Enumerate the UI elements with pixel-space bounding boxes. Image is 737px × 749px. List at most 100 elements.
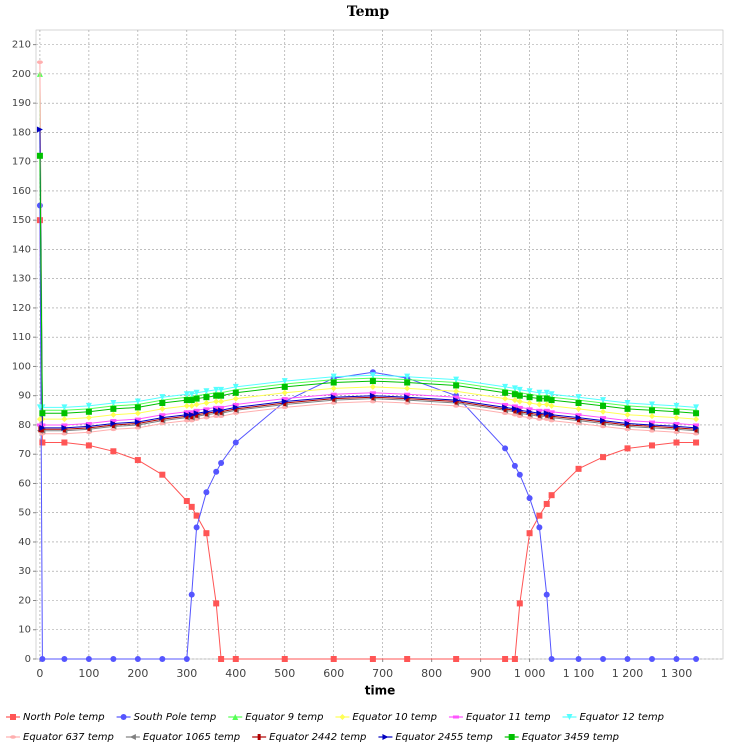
- marker: [61, 656, 68, 662]
- series: [36, 383, 700, 423]
- marker: [673, 421, 680, 425]
- marker: [693, 410, 700, 417]
- marker: [548, 397, 555, 404]
- series: [36, 152, 700, 417]
- marker: [511, 385, 518, 392]
- marker: [218, 386, 225, 393]
- marker: [624, 400, 631, 407]
- marker: [502, 656, 509, 662]
- marker: [624, 445, 631, 452]
- marker: [213, 407, 220, 414]
- marker: [218, 459, 225, 466]
- marker: [110, 411, 117, 418]
- marker: [39, 656, 46, 662]
- marker: [502, 389, 509, 396]
- legend-item: Equator 2442 temp: [252, 732, 366, 743]
- marker: [183, 397, 190, 404]
- marker: [600, 417, 607, 424]
- series: [36, 126, 700, 431]
- marker: [648, 413, 655, 420]
- marker: [85, 408, 92, 415]
- marker: [516, 600, 523, 607]
- marker: [673, 408, 680, 415]
- marker: [575, 394, 582, 401]
- marker: [526, 530, 533, 537]
- marker: [183, 410, 190, 414]
- series-line: [39, 398, 697, 432]
- marker: [159, 471, 166, 478]
- legend-text: North Pole temp: [23, 712, 105, 723]
- legend-marker: [10, 714, 16, 720]
- y-tick-label: 90: [18, 391, 31, 402]
- marker: [369, 391, 376, 395]
- marker: [516, 405, 523, 409]
- legend-marker: [566, 714, 573, 720]
- x-tick-label: 400: [225, 667, 246, 680]
- marker: [404, 656, 411, 662]
- marker: [516, 398, 523, 405]
- marker: [39, 439, 46, 446]
- marker: [232, 656, 239, 662]
- marker: [188, 411, 195, 418]
- y-tick-label: 10: [18, 625, 31, 636]
- y-tick-label: 100: [12, 361, 31, 372]
- marker: [404, 379, 411, 386]
- marker: [648, 420, 655, 424]
- marker: [134, 457, 141, 464]
- marker: [218, 392, 225, 399]
- marker: [693, 656, 700, 662]
- marker: [281, 378, 288, 385]
- series-line: [39, 396, 697, 430]
- marker: [404, 373, 411, 380]
- marker: [673, 414, 680, 421]
- marker: [188, 410, 195, 414]
- x-tick-label: 0: [36, 667, 43, 680]
- marker: [188, 591, 195, 598]
- marker: [502, 445, 509, 452]
- marker: [134, 398, 141, 405]
- marker: [134, 404, 141, 411]
- marker: [218, 398, 225, 405]
- legend-item: South Pole temp: [116, 712, 216, 723]
- marker: [85, 423, 92, 430]
- marker: [281, 398, 288, 405]
- marker: [502, 395, 509, 402]
- marker: [526, 408, 533, 415]
- marker: [281, 397, 288, 401]
- y-tick-label: 150: [12, 215, 31, 226]
- marker: [188, 503, 195, 510]
- marker: [39, 410, 46, 417]
- marker: [213, 468, 220, 475]
- marker: [624, 411, 631, 418]
- marker: [693, 404, 700, 411]
- marker: [213, 405, 220, 409]
- marker: [648, 656, 655, 662]
- x-tick-label: 600: [323, 667, 344, 680]
- marker: [575, 400, 582, 407]
- x-tick-label: 200: [127, 667, 148, 680]
- marker: [159, 656, 166, 662]
- legend-text: Equator 3459 temp: [522, 732, 619, 743]
- marker: [693, 423, 700, 427]
- marker: [548, 411, 555, 418]
- marker: [36, 126, 43, 133]
- legend-item: Equator 12 temp: [562, 712, 664, 723]
- series-line: [39, 374, 697, 408]
- marker: [511, 391, 518, 398]
- series-line: [39, 220, 697, 660]
- marker: [213, 398, 220, 405]
- marker: [693, 424, 700, 431]
- marker: [188, 391, 195, 398]
- marker: [548, 410, 555, 414]
- series-line: [39, 73, 697, 411]
- legend-text: Equator 9 temp: [245, 712, 323, 723]
- marker: [61, 416, 68, 423]
- legend-text: Equator 637 temp: [23, 732, 114, 743]
- legend-item: Equator 1065 temp: [125, 732, 240, 743]
- marker: [511, 405, 518, 412]
- y-tick-label: 20: [18, 595, 31, 606]
- marker: [330, 379, 337, 386]
- marker: [369, 392, 376, 399]
- marker: [159, 414, 166, 421]
